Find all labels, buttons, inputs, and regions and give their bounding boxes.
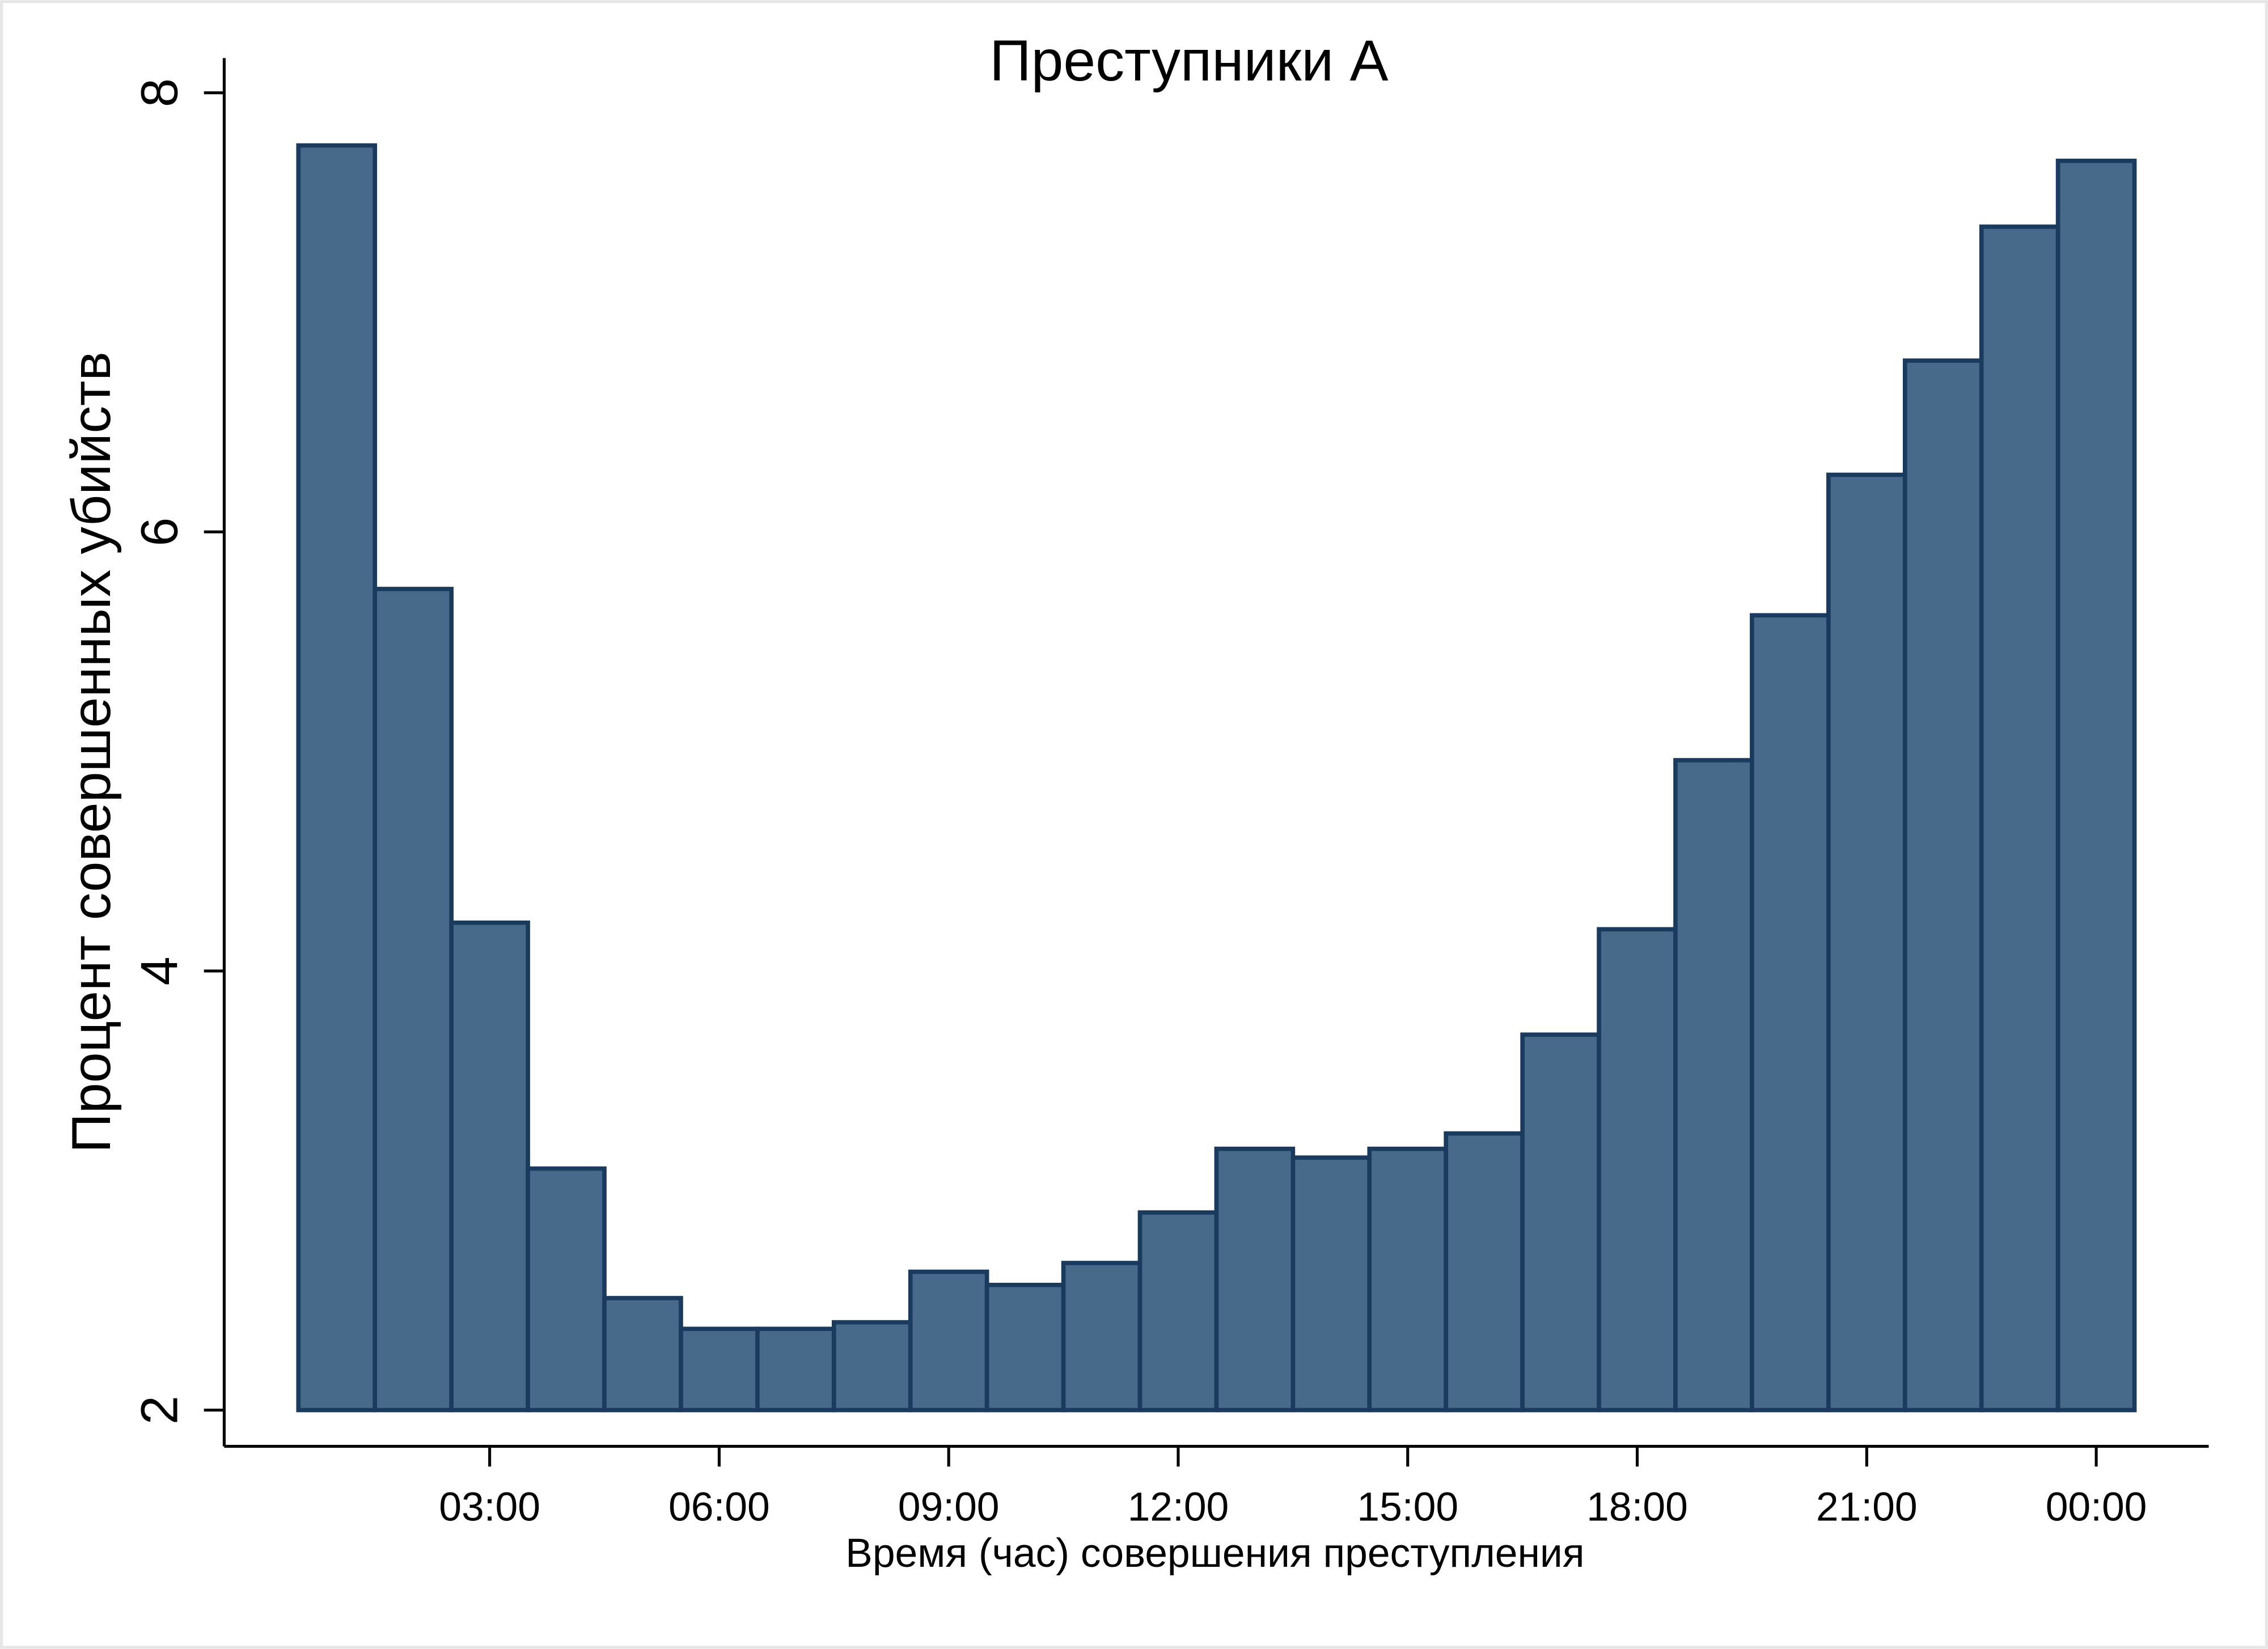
bar	[2055, 158, 2137, 1413]
bar	[1750, 613, 1831, 1413]
x-tick-label: 00:00	[2046, 1485, 2147, 1530]
bar	[755, 1326, 836, 1413]
bar	[1290, 1155, 1372, 1413]
bar	[984, 1282, 1066, 1413]
bar	[1902, 358, 1984, 1413]
bar	[373, 587, 454, 1413]
chart-title: Преступники А	[989, 28, 1388, 93]
x-tick-label: 18:00	[1586, 1485, 1688, 1530]
bar	[1826, 472, 1907, 1413]
bar	[831, 1320, 913, 1413]
bar	[449, 920, 530, 1413]
y-tick-label: 6	[131, 518, 189, 546]
bar	[1061, 1261, 1143, 1413]
x-tick-label: 03:00	[439, 1485, 540, 1530]
bar	[1137, 1210, 1219, 1413]
y-tick-label: 8	[131, 78, 189, 107]
bar	[1979, 224, 2060, 1413]
x-tick-label: 21:00	[1816, 1485, 1918, 1530]
y-axis-label: Процент совершенных убийств	[60, 351, 122, 1153]
bar	[1520, 1032, 1601, 1413]
bar	[1214, 1146, 1296, 1413]
x-tick-label: 15:00	[1357, 1485, 1458, 1530]
bar	[602, 1296, 683, 1413]
bar	[296, 143, 378, 1413]
bar	[1367, 1146, 1449, 1413]
bar	[1597, 927, 1678, 1413]
bar	[679, 1326, 760, 1413]
bar	[526, 1166, 607, 1413]
y-tick-label: 4	[131, 956, 189, 985]
x-axis-label: Время (час) совершения преступления	[845, 1531, 1584, 1576]
x-tick-label: 06:00	[668, 1485, 770, 1530]
bar	[908, 1269, 989, 1413]
y-tick-label: 2	[131, 1396, 189, 1425]
bar	[1673, 758, 1754, 1413]
x-tick-label: 09:00	[898, 1485, 1000, 1530]
bar	[1444, 1131, 1525, 1413]
x-tick-label: 12:00	[1128, 1485, 1229, 1530]
